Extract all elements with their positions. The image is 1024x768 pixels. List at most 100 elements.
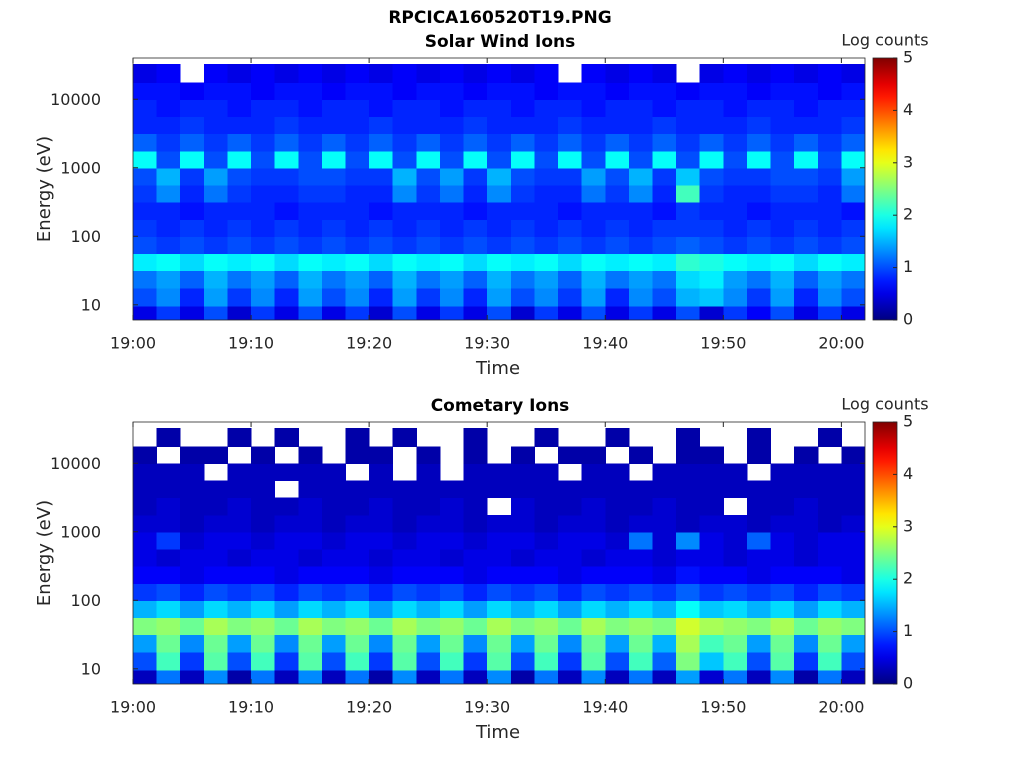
heatmap-cell bbox=[227, 651, 252, 671]
heatmap-cell bbox=[369, 617, 394, 635]
heatmap-cell bbox=[817, 514, 842, 533]
heatmap-cell bbox=[699, 600, 724, 618]
heatmap-cell bbox=[439, 184, 465, 203]
heatmap-cell bbox=[274, 532, 299, 550]
heatmap-cell bbox=[605, 99, 630, 117]
heatmap-cell bbox=[392, 82, 417, 101]
heatmap-cell bbox=[770, 617, 795, 635]
heatmap-cell bbox=[416, 116, 441, 134]
heatmap-cell bbox=[676, 306, 701, 320]
heatmap-cell bbox=[274, 514, 299, 533]
heatmap-cell bbox=[581, 548, 606, 567]
heatmap-cell bbox=[156, 600, 181, 618]
heatmap-cell bbox=[817, 236, 842, 254]
heatmap-cell bbox=[770, 480, 795, 498]
x-tick-label: 19:40 bbox=[582, 698, 628, 717]
chart-title: Solar Wind Ions bbox=[425, 32, 576, 52]
heatmap-cell bbox=[652, 270, 677, 289]
heatmap-cell bbox=[581, 201, 606, 220]
heatmap-cell bbox=[841, 168, 865, 186]
heatmap-cell bbox=[699, 116, 724, 134]
heatmap-cell bbox=[817, 548, 842, 567]
heatmap-cell bbox=[439, 201, 465, 220]
heatmap-cell bbox=[133, 116, 158, 134]
heatmap-cell bbox=[345, 497, 370, 516]
heatmap-cell bbox=[133, 497, 158, 516]
y-tick-label: 10000 bbox=[50, 90, 101, 109]
heatmap-cell bbox=[180, 480, 205, 498]
heatmap-cell bbox=[581, 600, 606, 618]
heatmap-cell bbox=[251, 480, 276, 498]
heatmap-cell bbox=[558, 670, 583, 684]
heatmap-cell bbox=[298, 253, 323, 271]
heatmap-cell bbox=[770, 532, 795, 550]
heatmap-cell bbox=[298, 168, 323, 186]
heatmap-cell bbox=[203, 565, 228, 584]
heatmap-cell bbox=[558, 287, 583, 307]
heatmap-cell bbox=[699, 565, 724, 584]
heatmap-cell bbox=[369, 463, 394, 481]
heatmap-cell bbox=[298, 184, 323, 203]
heatmap-cell bbox=[676, 600, 701, 618]
heatmap-cell bbox=[298, 670, 323, 684]
heatmap-cell bbox=[510, 99, 535, 117]
heatmap-cell bbox=[227, 497, 252, 516]
heatmap-cell bbox=[534, 497, 559, 516]
heatmap-cell bbox=[369, 446, 394, 465]
heatmap-cell bbox=[581, 463, 606, 481]
heatmap-cell bbox=[251, 133, 276, 152]
heatmap-cell bbox=[534, 270, 559, 289]
plot-frame bbox=[132, 421, 866, 685]
heatmap-cell bbox=[676, 219, 701, 238]
heatmap-cell bbox=[770, 463, 795, 481]
heatmap-cell bbox=[133, 219, 158, 238]
heatmap-cell bbox=[439, 480, 465, 498]
heatmap-cell bbox=[746, 253, 772, 271]
heatmap-cell bbox=[723, 480, 748, 498]
heatmap-cell bbox=[133, 201, 158, 220]
heatmap-cell bbox=[676, 583, 701, 602]
heatmap-cell bbox=[676, 201, 701, 220]
heatmap-cell bbox=[510, 532, 535, 550]
heatmap-cell bbox=[605, 651, 630, 671]
heatmap-cell bbox=[369, 548, 394, 567]
heatmap-cell bbox=[628, 565, 653, 584]
heatmap-cell bbox=[227, 82, 252, 101]
heatmap-cell bbox=[841, 184, 865, 203]
heatmap-cell bbox=[463, 287, 488, 307]
heatmap-cell bbox=[180, 651, 205, 671]
heatmap-cell bbox=[817, 306, 842, 320]
colorbar-label: Log counts bbox=[841, 31, 928, 50]
heatmap-cell bbox=[652, 565, 677, 584]
heatmap-cell bbox=[274, 201, 299, 220]
heatmap-cell bbox=[439, 651, 465, 671]
heatmap-cell bbox=[180, 565, 205, 584]
heatmap-cell bbox=[227, 670, 252, 684]
heatmap-cell bbox=[416, 617, 441, 635]
heatmap-cell bbox=[699, 446, 724, 465]
heatmap-cell bbox=[652, 532, 677, 550]
heatmap-cell bbox=[369, 565, 394, 584]
heatmap-cell bbox=[416, 64, 441, 83]
heatmap-cell bbox=[558, 532, 583, 550]
heatmap-cell bbox=[298, 201, 323, 220]
heatmap-cell bbox=[274, 253, 299, 271]
heatmap-cell bbox=[487, 99, 512, 117]
heatmap-cell bbox=[770, 270, 795, 289]
figure-title: RPCICA160520T19.PNG bbox=[388, 8, 611, 28]
heatmap-cell bbox=[251, 116, 276, 134]
heatmap-cell bbox=[510, 184, 535, 203]
heatmap-cell bbox=[534, 532, 559, 550]
heatmap-cell bbox=[699, 532, 724, 550]
heatmap-cell bbox=[534, 583, 559, 602]
heatmap-cell bbox=[203, 617, 228, 635]
heatmap-cell bbox=[558, 236, 583, 254]
heatmap-cell bbox=[817, 617, 842, 635]
heatmap-cell bbox=[392, 99, 417, 117]
heatmap-cell bbox=[416, 184, 441, 203]
heatmap-cell bbox=[439, 306, 465, 320]
x-tick-label: 19:30 bbox=[464, 334, 510, 353]
heatmap-cell bbox=[274, 64, 299, 83]
heatmap-cell bbox=[392, 236, 417, 254]
heatmap-cell bbox=[817, 201, 842, 220]
